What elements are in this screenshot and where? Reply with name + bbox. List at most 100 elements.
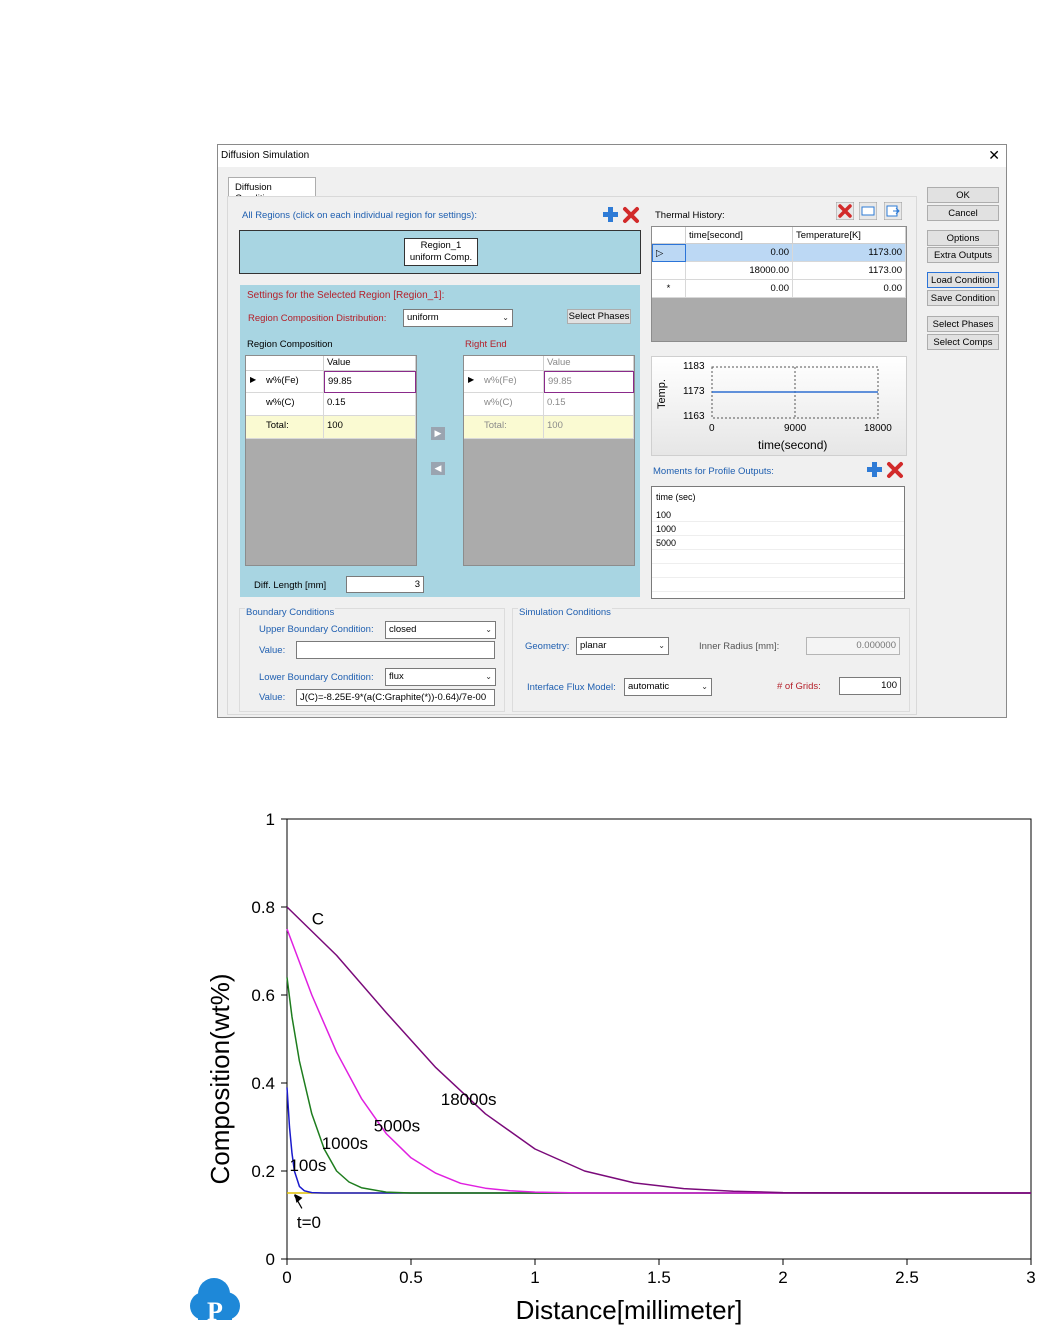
y-tick-label: 0.4 <box>251 1074 275 1093</box>
delete-thermal-icon[interactable] <box>836 202 854 220</box>
temperature-mini-chart: 1183 1173 1163 Temp. 0 9000 18000 time(s… <box>651 356 907 456</box>
y-tick-label: 1 <box>266 810 275 829</box>
moment-empty-row <box>652 578 904 592</box>
lower-boundary-select[interactable]: flux ⌄ <box>385 668 496 686</box>
series-line-18000s <box>286 906 1031 1194</box>
geometry-select[interactable]: planar ⌄ <box>576 637 669 655</box>
row-name-total: Total: <box>246 416 324 439</box>
add-moment-icon[interactable] <box>866 461 884 479</box>
annotation-label: C <box>312 910 324 929</box>
region-type: uniform Comp. <box>409 252 473 263</box>
thermal-time-cell[interactable]: 18000.00 <box>686 262 793 280</box>
upper-value-label: Value: <box>259 645 286 656</box>
flux-model-value: automatic <box>628 681 670 692</box>
x-axis-label: Distance[millimeter] <box>516 1295 743 1325</box>
lower-value-label: Value: <box>259 692 286 703</box>
flux-model-select[interactable]: automatic ⌄ <box>624 678 712 696</box>
y-axis-label: Composition(wt%) <box>205 974 235 1185</box>
distribution-label: Region Composition Distribution: <box>248 313 387 324</box>
mini-x-tick: 0 <box>709 423 715 434</box>
moments-title: Moments for Profile Outputs: <box>653 466 774 477</box>
delete-moment-icon[interactable] <box>886 461 904 479</box>
series-line-1000s <box>286 977 1031 1194</box>
right-grid-corner <box>464 356 544 371</box>
right-row-name-fe: w%(Fe) <box>464 371 544 393</box>
delete-region-icon[interactable] <box>622 206 640 224</box>
annotation-label: 5000s <box>374 1116 420 1135</box>
thermal-temp-cell[interactable]: 1173.00 <box>793 244 906 262</box>
annotation-label: 18000s <box>441 1090 497 1109</box>
boundary-title: Boundary Conditions <box>245 607 336 618</box>
distribution-select[interactable]: uniform ⌄ <box>403 309 513 327</box>
mini-chart-svg <box>711 366 879 419</box>
cancel-button[interactable]: Cancel <box>927 205 999 221</box>
thermal-row-marker: ▷ <box>652 244 686 262</box>
lower-value-input[interactable]: J(C)=-8.25E-9*(a(C:Graphite(*))-0.64)/7e… <box>296 689 495 706</box>
moment-empty-row <box>652 550 904 564</box>
diff-length-input[interactable]: 3 <box>346 576 424 593</box>
moment-item[interactable]: 1000 <box>652 522 904 536</box>
moment-item[interactable]: 5000 <box>652 536 904 550</box>
export-table-icon[interactable] <box>884 202 902 220</box>
mini-y-label: Temp. <box>656 379 668 409</box>
save-condition-button[interactable]: Save Condition <box>927 290 999 306</box>
moments-header: time (sec) <box>656 492 696 502</box>
diff-length-label: Diff. Length [mm] <box>254 580 327 591</box>
moment-item[interactable]: 100 <box>652 508 904 522</box>
chevron-down-icon: ⌄ <box>485 625 492 634</box>
right-value-header: Value <box>544 356 634 371</box>
right-c-value-cell: 0.15 <box>544 393 634 416</box>
add-region-icon[interactable] <box>602 206 620 224</box>
row-name-c: w%(C) <box>246 393 324 416</box>
flux-model-label: Interface Flux Model: <box>527 682 616 693</box>
load-condition-button[interactable]: Load Condition <box>927 272 999 288</box>
y-tick-label: 0.2 <box>251 1162 275 1181</box>
thermal-time-cell[interactable]: 0.00 <box>686 244 793 262</box>
upper-value-input[interactable] <box>296 641 495 659</box>
boundary-conditions-group: Boundary Conditions Upper Boundary Condi… <box>239 607 505 712</box>
thermal-time-cell[interactable]: 0.00 <box>686 280 793 298</box>
copy-right-icon[interactable]: ▶ <box>431 427 445 440</box>
x-tick-label: 0.5 <box>399 1268 423 1287</box>
options-button[interactable]: Options <box>927 230 999 246</box>
select-comps-button[interactable]: Select Comps <box>927 334 999 350</box>
x-tick-label: 1.5 <box>647 1268 671 1287</box>
right-row-pointer-icon: ▶ <box>468 375 475 384</box>
thermal-row-marker: * <box>652 280 686 298</box>
copy-left-icon[interactable]: ◀ <box>431 462 445 475</box>
close-icon[interactable]: ✕ <box>988 147 1000 163</box>
fe-value-cell[interactable]: 99.85 <box>324 371 416 393</box>
value-header: Value <box>324 356 416 371</box>
moments-list[interactable]: time (sec) 100 1000 5000 <box>651 486 905 599</box>
chevron-down-icon: ⌄ <box>502 313 509 322</box>
chevron-down-icon: ⌄ <box>485 672 492 681</box>
thermal-history-grid: time[second] Temperature[K] ▷ 0.00 1173.… <box>651 226 907 342</box>
lower-boundary-value: flux <box>389 671 404 682</box>
select-phases-side-button[interactable]: Select Phases <box>927 316 999 332</box>
svg-text:P: P <box>207 1297 223 1326</box>
c-value-cell[interactable]: 0.15 <box>324 393 416 416</box>
region-box[interactable]: Region_1 uniform Comp. <box>404 238 478 266</box>
thermal-temp-cell[interactable]: 0.00 <box>793 280 906 298</box>
geometry-value: planar <box>580 640 607 651</box>
lower-boundary-label: Lower Boundary Condition: <box>259 672 374 683</box>
mini-y-tick: 1163 <box>683 411 705 422</box>
select-phases-button[interactable]: Select Phases <box>567 309 631 324</box>
ok-button[interactable]: OK <box>927 187 999 203</box>
window-title: Diffusion Simulation <box>221 150 310 161</box>
extra-outputs-button[interactable]: Extra Outputs <box>927 247 999 263</box>
time-header: time[second] <box>686 227 793 244</box>
upper-boundary-select[interactable]: closed ⌄ <box>385 621 496 639</box>
tab-diffusion-conditions[interactable]: Diffusion Conditions <box>228 177 316 204</box>
annotation-label: 100s <box>289 1156 326 1175</box>
thermal-history-title: Thermal History: <box>655 210 725 221</box>
thermal-temp-cell[interactable]: 1173.00 <box>793 262 906 280</box>
edit-table-icon[interactable] <box>859 202 877 220</box>
t0-arrow-head <box>294 1193 303 1203</box>
annotation-label: 1000s <box>322 1134 368 1153</box>
annotation-label: t=0 <box>297 1213 321 1232</box>
grids-input[interactable]: 100 <box>839 677 901 695</box>
thermal-row-marker <box>652 262 686 280</box>
x-tick-label: 2.5 <box>895 1268 919 1287</box>
row-name-fe: w%(Fe) <box>246 371 324 393</box>
